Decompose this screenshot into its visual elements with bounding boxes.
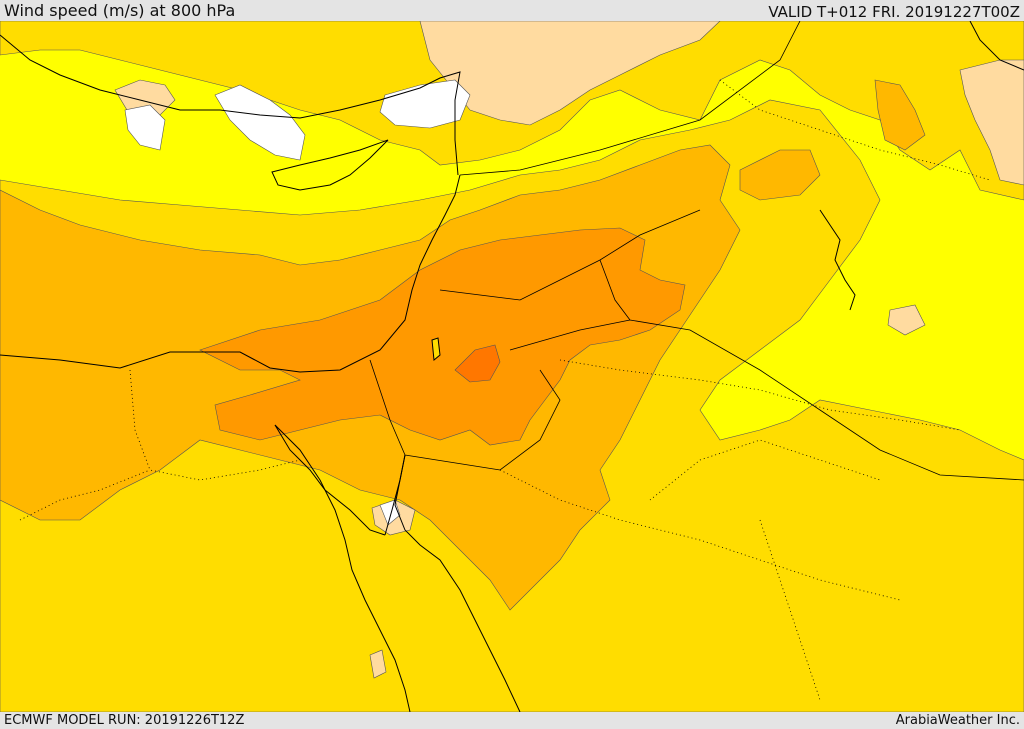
wind-speed-map[interactable] xyxy=(0,21,1024,712)
map-header: Wind speed (m/s) at 800 hPa VALID T+012 … xyxy=(0,0,1024,21)
map-title: Wind speed (m/s) at 800 hPa xyxy=(4,1,236,20)
brand-label: ArabiaWeather Inc. xyxy=(895,713,1020,728)
band-light-egypt xyxy=(369,649,387,679)
coastline-dead-sea xyxy=(431,337,441,361)
border-lines xyxy=(369,21,1024,481)
band-calm-turkey xyxy=(214,84,306,161)
band-calm-aegean xyxy=(124,104,166,151)
dotted-borders xyxy=(19,79,991,701)
model-run-label: ECMWF MODEL RUN: 20191226T12Z xyxy=(4,713,245,728)
map-canvas xyxy=(0,21,1024,712)
coastline-red-sea-west xyxy=(274,424,411,712)
coastline-turkey xyxy=(0,34,461,176)
map-footer: ECMWF MODEL RUN: 20191226T12Z ArabiaWeat… xyxy=(0,712,1024,729)
coastline-north-africa xyxy=(0,174,461,373)
band-fresh-east xyxy=(739,149,821,201)
valid-time: VALID T+012 FRI. 20191227T00Z xyxy=(768,3,1020,21)
coastline-gulf-aqaba xyxy=(384,454,406,536)
band-strong xyxy=(199,227,686,446)
band-light-iraq xyxy=(887,304,926,336)
coastline-persian-gulf xyxy=(819,209,856,311)
coastline-cyprus xyxy=(271,139,389,191)
band-very-strong xyxy=(454,344,501,383)
band-light-ne xyxy=(959,59,1024,186)
coastline-red-sea-east xyxy=(394,454,521,712)
coastline-caspian xyxy=(969,21,1024,71)
band-fresh-ne xyxy=(874,79,926,151)
coastline-gulf-suez xyxy=(274,424,386,536)
band-calm-east-turkey xyxy=(379,79,471,129)
